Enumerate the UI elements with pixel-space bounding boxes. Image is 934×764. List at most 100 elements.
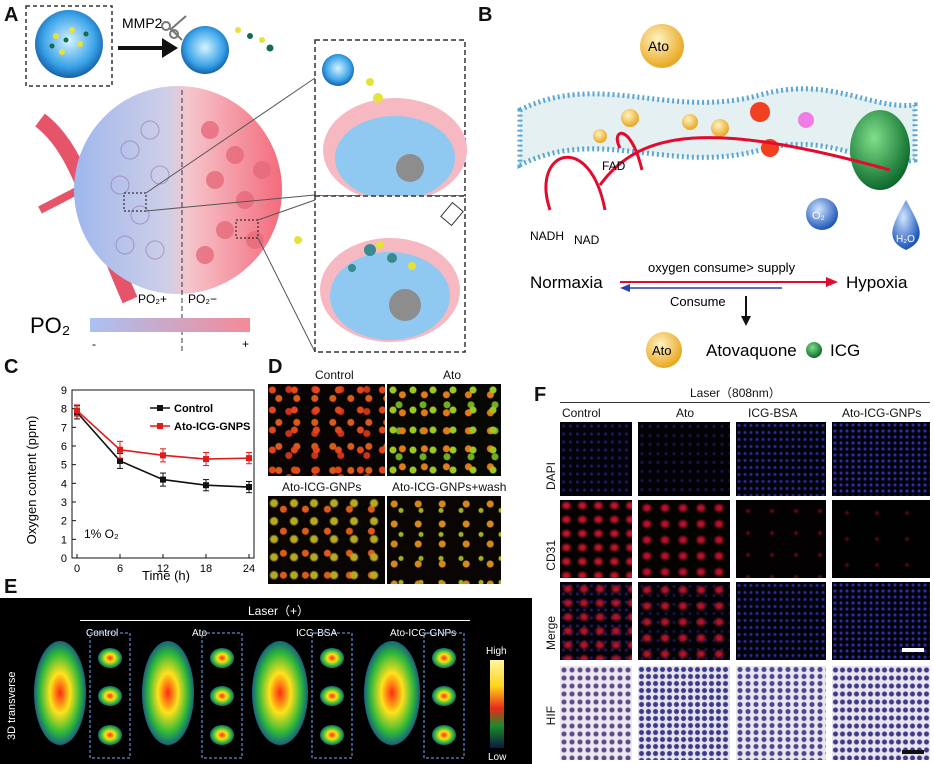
e-mouse-ato-icg-gnps [364,641,420,745]
oxygen-content-chart: Oxygen content (ppm) Time (h) 1% O₂ Cont… [24,385,255,583]
d-label-ato-icg-gnps: Ato-ICG-GNPs [282,480,362,494]
np-zoom-box [25,5,113,87]
f-row-hif: HIF [544,706,558,726]
x-tick-label: 6 [117,563,123,575]
f-scale-bar-fluor [902,648,924,652]
f-hif-ato [638,666,730,760]
e-mouse-control [34,641,86,745]
e-mouse-icg-bsa [252,641,308,745]
f-col-icg-bsa: ICG-BSA [748,406,798,420]
d-image-ato-icg-gnps-wash [387,496,501,584]
data-point [246,484,252,491]
scissors-icon [161,15,187,41]
y-tick-label: 1 [61,534,67,546]
panel-b-label: B [478,4,493,26]
y-axis-label: Oxygen content (ppm) [24,416,39,545]
panel-d-label: D [268,356,283,378]
data-point [117,446,123,453]
data-point [203,456,209,463]
panel-b-illustration: Ato FAD NADH NAD O₂ H₂O Normaxia Hypoxia… [517,24,920,368]
f-dapi-control [560,422,632,496]
data-point [74,407,80,414]
f-col-ato-icg-gnps: Ato-ICG-GNPs [842,406,922,420]
legend-label: Ato-ICG-GNPS [174,421,250,433]
e-group-ato-icg-gnps: Ato-ICG-GNPs [390,628,457,639]
legend-label: Control [174,403,213,415]
series-ato-icg-gnps [74,404,252,467]
legend-ato-icon [646,332,682,368]
tumor-sphere [74,86,282,294]
scale-plus: + [242,337,249,351]
scale-minus: - [92,337,96,351]
data-point [203,482,209,489]
nanoparticle [35,10,103,78]
chart-series [74,404,252,494]
e-group-ato: Ato [192,628,208,639]
f-hif-icg-bsa [736,666,826,760]
e-scale-high: High [486,646,507,657]
chart-legend: Control Ato-ICG-GNPS [150,403,250,433]
fad-label: FAD [602,159,626,173]
f-col-control: Control [562,406,601,420]
protein-complex [850,110,910,190]
f-hif-control [560,666,632,760]
f-dapi-ato-icg-gnps [832,422,930,496]
f-row-merge: Merge [544,616,558,651]
f-col-ato: Ato [676,406,695,420]
legend-ato-icon-label: Ato [652,343,672,358]
f-merge-ato [638,582,730,660]
f-merge-ato-icg-gnps [832,582,930,660]
data-point [246,455,252,462]
y-tick-label: 6 [61,441,67,453]
po2-minus-label: PO₂− [188,292,217,306]
arrow-bottom-label: Consume [670,294,726,309]
y-tick-label: 9 [61,385,67,397]
e-scale-low: Low [488,752,507,763]
legend-atovaquone: Atovaquone [706,341,797,360]
d-label-ato: Ato [443,368,462,382]
h2o-label: H₂O [896,234,915,245]
po2-gradient-bar [90,318,250,332]
po2-bar-label: PO₂ [30,313,70,338]
d-label-ato-icg-gnps-wash: Ato-ICG-GNPs+wash [392,480,507,494]
legend-marker [157,405,163,411]
y-tick-label: 5 [61,460,67,472]
legend-icg-icon [806,342,822,358]
x-tick-label: 24 [243,563,255,575]
water-drop-icon [892,200,920,250]
nadh-label: NADH [530,229,564,243]
y-tick-label: 2 [61,516,67,528]
ato-label: Ato [648,38,669,54]
legend-marker [157,423,163,429]
d-image-ato [387,384,501,476]
f-scale-bar-hif [902,750,924,754]
f-cd31-ato [638,500,730,578]
y-tick-label: 4 [61,478,67,490]
mmp2-label: MMP2 [122,15,163,31]
panel-e-label: E [4,576,18,598]
chart-annotation: 1% O₂ [84,527,119,541]
panel-c-label: C [4,356,19,378]
d-label-control: Control [315,368,354,382]
panel-a-label: A [4,4,19,26]
x-tick-label: 0 [74,563,80,575]
ato-molecule-icon [640,24,684,68]
f-merge-control [560,582,632,660]
x-tick-label: 12 [157,563,169,575]
data-point [160,476,166,483]
nad-label: NAD [574,233,600,247]
x-tick-label: 18 [200,563,212,575]
released-nanoparticle [181,26,229,74]
f-row-cd31: CD31 [544,540,558,571]
f-cd31-icg-bsa [736,500,826,578]
panel-a-illustration: MMP2 PO₂+ PO₂− PO₂ - + [25,5,467,353]
y-tick-label: 3 [61,497,67,509]
e-group-icg-bsa: ICG-BSA [296,628,338,639]
d-image-ato-icg-gnps [268,496,385,584]
f-cd31-ato-icg-gnps [832,500,930,578]
y-tick-label: 7 [61,422,67,434]
d-image-control [268,384,385,476]
panel-f-label: F [534,384,547,406]
x-axis-label: Time (h) [142,568,190,583]
